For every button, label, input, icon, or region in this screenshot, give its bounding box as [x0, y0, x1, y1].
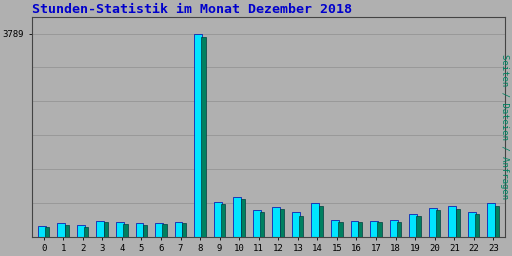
Bar	[57, 223, 65, 237]
Bar	[319, 206, 323, 237]
Bar	[351, 221, 358, 237]
Bar	[436, 210, 440, 237]
Bar	[487, 203, 495, 237]
Bar	[280, 209, 284, 237]
Bar	[495, 206, 499, 237]
Bar	[182, 223, 186, 237]
Bar	[429, 208, 437, 237]
Bar	[123, 224, 127, 237]
Bar	[358, 222, 362, 237]
Bar	[311, 202, 319, 237]
Bar	[475, 214, 479, 237]
Bar	[338, 222, 343, 237]
Bar	[253, 210, 261, 237]
Bar	[221, 204, 225, 237]
Bar	[299, 216, 304, 237]
Bar	[45, 227, 49, 237]
Bar	[449, 206, 456, 237]
Bar	[136, 223, 143, 237]
Bar	[77, 225, 84, 237]
Bar	[241, 199, 245, 237]
Bar	[233, 197, 241, 237]
Bar	[390, 220, 397, 237]
Bar	[65, 225, 69, 237]
Bar	[468, 212, 476, 237]
Bar	[103, 222, 108, 237]
Bar	[155, 223, 163, 237]
Bar	[377, 222, 381, 237]
Bar	[260, 212, 264, 237]
Bar	[38, 226, 46, 237]
Bar	[409, 214, 417, 237]
Bar	[456, 209, 460, 237]
Bar	[116, 222, 124, 237]
Bar	[84, 227, 89, 237]
Bar	[331, 220, 339, 237]
Bar	[292, 212, 300, 237]
Bar	[272, 207, 280, 237]
Bar	[370, 221, 378, 237]
Bar	[96, 221, 104, 237]
Bar	[162, 224, 166, 237]
Bar	[201, 37, 206, 237]
Bar	[416, 216, 421, 237]
Y-axis label: Seiten / Dateien / Anfragen: Seiten / Dateien / Anfragen	[500, 54, 509, 199]
Text: Stunden-Statistik im Monat Dezember 2018: Stunden-Statistik im Monat Dezember 2018	[32, 3, 352, 16]
Bar	[194, 34, 202, 237]
Bar	[143, 225, 147, 237]
Bar	[214, 202, 222, 237]
Bar	[397, 222, 401, 237]
Bar	[175, 222, 182, 237]
